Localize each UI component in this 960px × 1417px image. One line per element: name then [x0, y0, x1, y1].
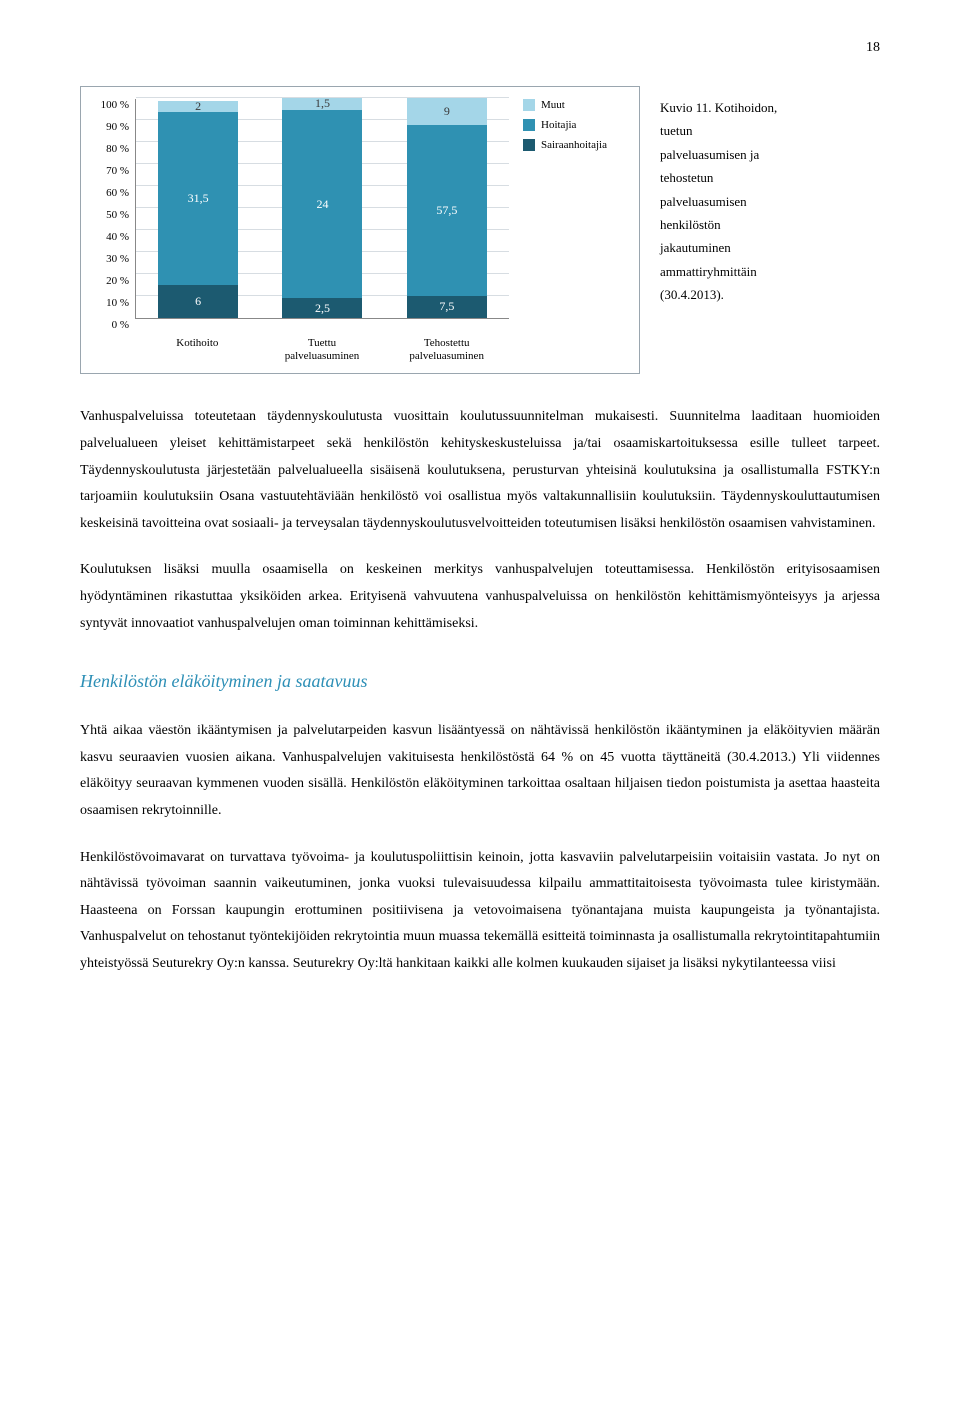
chart-legend: Muut Hoitajia Sairaanhoitajia — [509, 99, 629, 151]
x-axis-label: Tuettupalveluasuminen — [260, 337, 385, 363]
y-tick: 20 % — [91, 275, 129, 287]
bar-segment-hoitajia: 24 — [282, 110, 362, 299]
caption-line: (30.4.2013). — [660, 283, 840, 306]
caption-line: Kuvio 11. Kotihoidon, — [660, 96, 840, 119]
body-paragraph: Vanhuspalveluissa toteutetaan täydennysk… — [80, 404, 880, 537]
chart-and-caption-row: 100 % 90 % 80 % 70 % 60 % 50 % 40 % 30 %… — [80, 86, 880, 374]
bar: 957,57,5 — [407, 98, 487, 318]
bar-segment-sairaanhoitajia: 2,5 — [282, 298, 362, 318]
legend-swatch-muut — [523, 99, 535, 111]
y-tick: 10 % — [91, 297, 129, 309]
x-axis-label: Tehostettupalveluasuminen — [384, 337, 509, 363]
legend-swatch-hoitajia — [523, 119, 535, 131]
bar-segment-muut: 2 — [158, 101, 238, 112]
body-paragraph: Koulutuksen lisäksi muulla osaamisella o… — [80, 557, 880, 637]
caption-line: palveluasumisen ja — [660, 143, 840, 166]
caption-line: tuetun — [660, 119, 840, 142]
caption-line: jakautuminen — [660, 236, 840, 259]
page-number: 18 — [80, 40, 880, 56]
y-tick: 80 % — [91, 143, 129, 155]
y-tick: 30 % — [91, 253, 129, 265]
y-tick: 60 % — [91, 187, 129, 199]
legend-label: Sairaanhoitajia — [541, 139, 607, 151]
y-tick: 100 % — [91, 99, 129, 111]
bar-segment-muut: 9 — [407, 98, 487, 125]
caption-line: tehostetun — [660, 166, 840, 189]
bar-segment-hoitajia: 57,5 — [407, 125, 487, 296]
body-paragraph: Yhtä aikaa väestön ikääntymisen ja palve… — [80, 718, 880, 824]
legend-item: Muut — [523, 99, 629, 111]
bar-segment-sairaanhoitajia: 7,5 — [407, 296, 487, 318]
legend-label: Hoitajia — [541, 119, 576, 131]
chart-caption: Kuvio 11. Kotihoidon, tuetun palveluasum… — [660, 86, 840, 307]
bar-segment-sairaanhoitajia: 6 — [158, 285, 238, 318]
legend-label: Muut — [541, 99, 565, 111]
body-paragraph: Henkilöstövoimavarat on turvattava työvo… — [80, 845, 880, 978]
caption-line: palveluasumisen — [660, 190, 840, 213]
legend-item: Sairaanhoitajia — [523, 139, 629, 151]
x-axis-labels: KotihoitoTuettupalveluasuminenTehostettu… — [135, 337, 629, 363]
y-tick: 40 % — [91, 231, 129, 243]
bar-segment-hoitajia: 31,5 — [158, 112, 238, 285]
section-heading: Henkilöstön eläköityminen ja saatavuus — [80, 671, 880, 692]
y-tick: 90 % — [91, 121, 129, 133]
y-axis: 100 % 90 % 80 % 70 % 60 % 50 % 40 % 30 %… — [91, 99, 135, 331]
y-tick: 70 % — [91, 165, 129, 177]
bar: 231,56 — [158, 98, 238, 318]
bar-segment-muut: 1,5 — [282, 98, 362, 110]
plot-area: 231,56 1,5242,5 957,57,5 — [135, 99, 509, 319]
legend-swatch-sairaanhoitajia — [523, 139, 535, 151]
caption-line: henkilöstön — [660, 213, 840, 236]
y-tick: 50 % — [91, 209, 129, 221]
x-axis-label: Kotihoito — [135, 337, 260, 363]
stacked-bar-chart: 100 % 90 % 80 % 70 % 60 % 50 % 40 % 30 %… — [80, 86, 640, 374]
legend-item: Hoitajia — [523, 119, 629, 131]
caption-line: ammattiryhmittäin — [660, 260, 840, 283]
y-tick: 0 % — [91, 319, 129, 331]
bar: 1,5242,5 — [282, 98, 362, 318]
